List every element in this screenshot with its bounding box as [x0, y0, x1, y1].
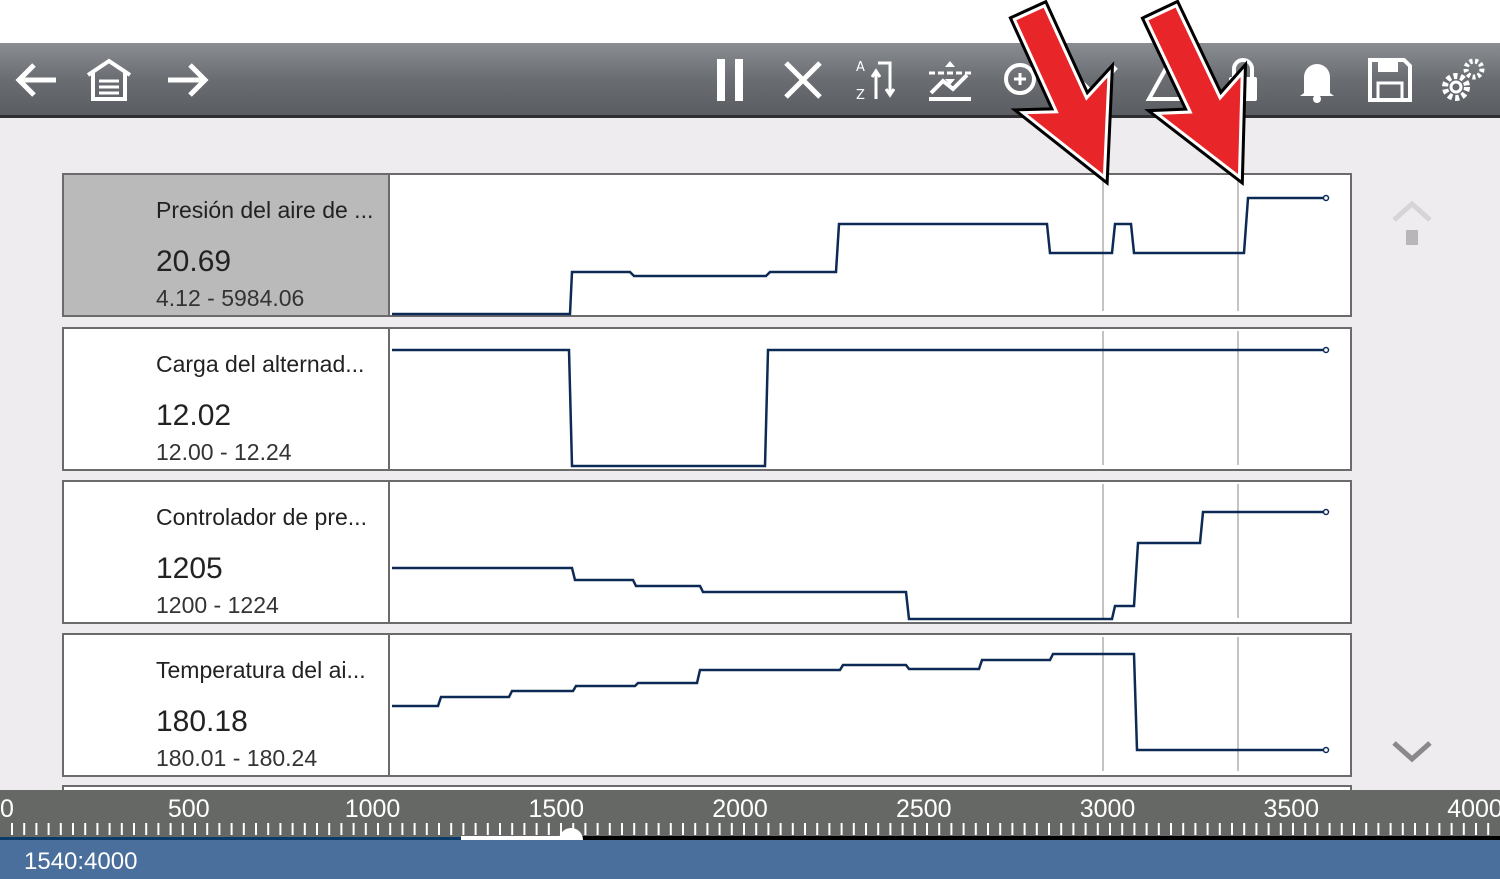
parameter-label[interactable]: Presión del aire de ... 20.69 4.12 - 598…: [64, 175, 390, 315]
next-panel-edge: [62, 785, 1352, 791]
parameter-label[interactable]: Controlador de pre... 1205 1200 - 1224: [64, 482, 390, 622]
scroll-down-button[interactable]: [1390, 735, 1434, 771]
check-icon[interactable]: [1070, 53, 1124, 107]
parameter-value: 20.69: [156, 245, 232, 278]
lock-icon[interactable]: [1216, 53, 1270, 107]
ruler-label: 2500: [895, 795, 952, 823]
ruler-label: 0: [0, 795, 14, 823]
parameter-value: 1205: [156, 552, 223, 585]
zoom-graph-icon[interactable]: [996, 53, 1050, 107]
forward-arrow-icon[interactable]: [160, 53, 214, 107]
frame-counter: 1540:4000: [24, 848, 138, 875]
chevron-down-icon: [1392, 741, 1432, 763]
parameter-panel[interactable]: Controlador de pre... 1205 1200 - 1224: [62, 480, 1352, 624]
parameter-name: Temperatura del ai...: [156, 657, 366, 683]
parameter-range: 180.01 - 180.24: [156, 745, 318, 771]
parameter-value: 12.02: [156, 399, 232, 432]
close-icon[interactable]: [776, 53, 830, 107]
parameter-panel[interactable]: Presión del aire de ... 20.69 4.12 - 598…: [62, 173, 1352, 317]
parameter-value: 180.18: [156, 705, 248, 738]
ruler-label: 1000: [344, 795, 401, 823]
parameter-range: 12.00 - 12.24: [156, 439, 292, 465]
ruler-ticks: [11, 823, 1490, 835]
parameter-name: Carga del alternad...: [156, 351, 365, 377]
ruler-label: 3500: [1263, 795, 1320, 823]
parameter-name: Presión del aire de ...: [156, 197, 374, 223]
pause-icon[interactable]: [703, 53, 757, 107]
parameter-panel[interactable]: Carga del alternad... 12.02 12.00 - 12.2…: [62, 327, 1352, 471]
slider-buffer: [460, 836, 571, 843]
graph-threshold-icon[interactable]: [923, 53, 977, 107]
ruler-label: 3000: [1079, 795, 1136, 823]
status-bar: 1540:4000: [0, 840, 1500, 879]
ruler-label: 2000: [712, 795, 768, 823]
back-arrow-icon[interactable]: [10, 53, 64, 107]
parameter-name: Controlador de pre...: [156, 504, 367, 530]
parameter-label[interactable]: Temperatura del ai... 180.18 180.01 - 18…: [64, 635, 390, 775]
chevron-up-icon: [1392, 200, 1432, 245]
ruler-label: 500: [167, 795, 210, 823]
ruler-label: 1500: [528, 795, 585, 823]
parameter-range: 1200 - 1224: [156, 592, 279, 618]
parameter-label[interactable]: Carga del alternad... 12.02 12.00 - 12.2…: [64, 329, 390, 469]
timeline-ruler[interactable]: 0 500 1000 1500 2000 2500 3000 3500 4000: [0, 790, 1500, 840]
parameter-range: 4.12 - 5984.06: [156, 285, 305, 311]
scroll-up-button[interactable]: [1390, 200, 1434, 250]
home-garage-icon[interactable]: [82, 53, 136, 107]
ruler-label: 4000: [1447, 795, 1500, 823]
svg-text:Z: Z: [856, 88, 865, 103]
settings-icon[interactable]: [1436, 53, 1490, 107]
slider-remaining: [570, 836, 1500, 843]
alert-icon[interactable]: [1143, 53, 1197, 107]
bell-icon[interactable]: [1290, 53, 1344, 107]
save-icon[interactable]: [1363, 53, 1417, 107]
top-margin: [0, 0, 1500, 43]
svg-text:A: A: [856, 60, 865, 75]
parameter-panel[interactable]: Temperatura del ai... 180.18 180.01 - 18…: [62, 633, 1352, 777]
